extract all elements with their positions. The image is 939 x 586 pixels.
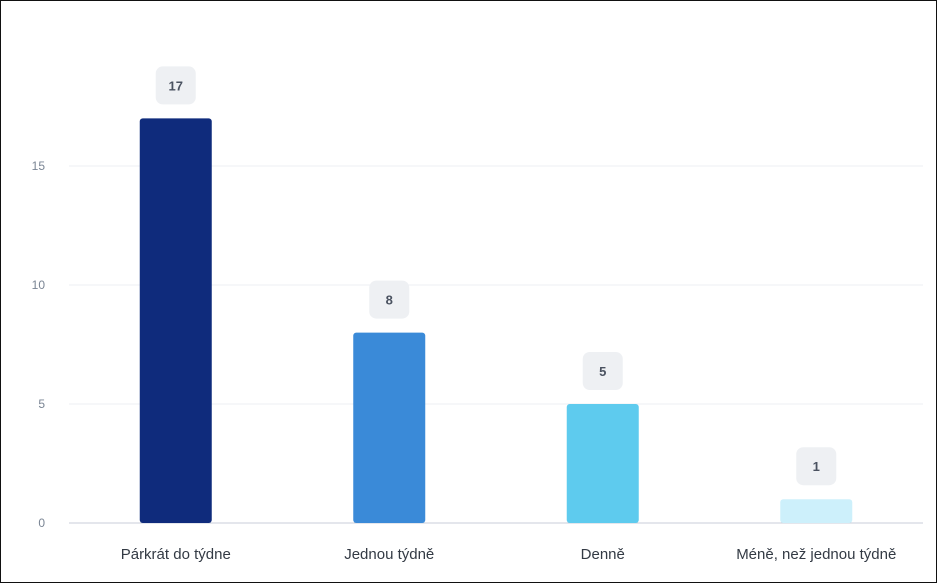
bar-2 — [353, 332, 426, 523]
bar-4 — [780, 499, 853, 523]
bar-3 — [566, 404, 639, 523]
y-tick-label: 10 — [32, 278, 46, 292]
data-label-1: 17 — [169, 78, 183, 93]
x-category-label: Jednou týdně — [344, 546, 434, 563]
data-label-4: 1 — [813, 459, 820, 474]
y-tick-label: 0 — [38, 516, 45, 530]
y-tick-label: 5 — [38, 397, 45, 411]
x-axis-categories: Párkrát do týdne Jednou týdně Denně Méně, n… — [121, 546, 897, 563]
y-tick-label: 15 — [32, 159, 46, 173]
x-category-label: Denně — [581, 546, 625, 563]
bars — [139, 118, 853, 524]
x-category-label: Méně, než jednou týdně — [736, 546, 896, 563]
bar-1 — [139, 118, 212, 524]
y-axis-ticks: 0 5 10 15 — [32, 159, 46, 530]
data-label-badge — [796, 447, 837, 486]
data-label-3: 5 — [599, 364, 606, 379]
data-labels: 17 8 5 1 — [155, 66, 837, 486]
x-category-label: Párkrát do týdne — [121, 546, 231, 563]
data-label-badge — [369, 280, 410, 319]
data-label-badge — [155, 66, 196, 105]
data-label-badge — [582, 352, 623, 390]
data-label-2: 8 — [386, 293, 393, 308]
